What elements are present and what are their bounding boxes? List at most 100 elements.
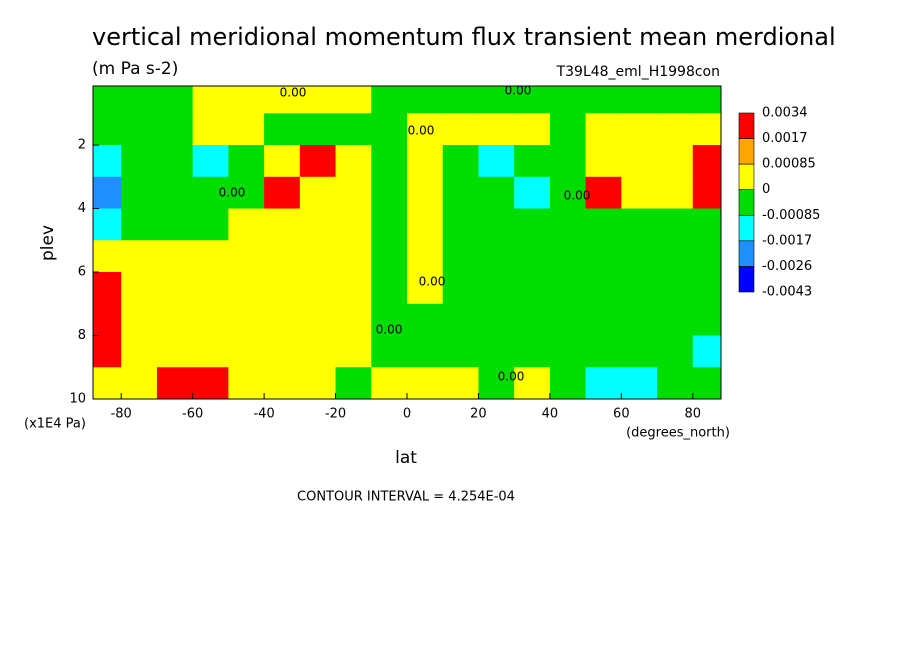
contour-cell — [156, 335, 194, 368]
contour-cell — [228, 86, 265, 114]
contour-cell — [371, 208, 408, 241]
contour-cell — [407, 86, 444, 114]
contour-cell — [407, 113, 444, 146]
contour-cell — [692, 176, 721, 210]
contour-cell — [585, 272, 622, 305]
contour-cell — [585, 113, 622, 146]
contour-cell — [442, 86, 479, 114]
contour-cell — [156, 113, 194, 146]
colorbar-box — [738, 138, 755, 165]
colorbar-label: 0 — [762, 182, 770, 197]
contour-label: 0.00 — [376, 323, 403, 337]
contour-cell — [549, 335, 587, 368]
contour-cell — [156, 145, 194, 178]
contour-cell — [156, 176, 194, 210]
contour-cell — [93, 335, 122, 368]
contour-label: 0.00 — [498, 370, 525, 384]
contour-cell — [657, 303, 694, 337]
contour-cell — [228, 303, 265, 337]
contour-cell — [657, 367, 694, 399]
contour-cell — [228, 367, 265, 399]
contour-cell — [228, 176, 265, 210]
contour-cell — [621, 145, 658, 178]
contour-cell — [692, 335, 721, 368]
contour-cell — [192, 240, 229, 273]
x-tick-label: 40 — [542, 407, 559, 422]
contour-cell — [442, 335, 479, 368]
contour-cell — [549, 86, 587, 114]
contour-cell — [192, 335, 229, 368]
contour-cell — [299, 303, 337, 337]
contour-cell — [371, 367, 408, 399]
contour-cell — [585, 145, 622, 178]
contour-cell — [335, 335, 372, 368]
contour-cell — [299, 208, 337, 241]
contour-cell — [692, 272, 721, 305]
contour-cell — [478, 272, 515, 305]
contour-cell — [371, 145, 408, 178]
contour-cell — [514, 86, 551, 114]
contour-cell — [228, 145, 265, 178]
contour-cell — [407, 176, 444, 210]
contour-cell — [121, 335, 158, 368]
contour-cell — [549, 272, 587, 305]
contour-cell — [371, 176, 408, 210]
contour-label: 0.00 — [280, 86, 307, 100]
contour-cell — [335, 272, 372, 305]
colorbar-box — [738, 240, 755, 267]
contour-cell — [442, 303, 479, 337]
contour-cell — [264, 367, 301, 399]
contour-cell — [335, 86, 372, 114]
contour-cell — [299, 272, 337, 305]
colorbar-label: 0.0017 — [762, 131, 808, 146]
contour-cell — [299, 145, 337, 178]
contour-cell — [192, 303, 229, 337]
contour-cell — [514, 303, 551, 337]
contour-cell — [121, 113, 158, 146]
contour-cell — [407, 272, 444, 305]
contour-cell — [192, 208, 229, 241]
contour-cell — [371, 86, 408, 114]
contour-cell — [657, 145, 694, 178]
contour-cell — [514, 145, 551, 178]
contour-cell — [621, 367, 658, 399]
x-unit: (degrees_north) — [626, 426, 730, 441]
contour-label: 0.00 — [408, 124, 435, 138]
y-unit: (x1E4 Pa) — [24, 417, 86, 432]
contour-cell — [121, 145, 158, 178]
contour-cell — [657, 240, 694, 273]
contour-cell — [407, 240, 444, 273]
contour-cell — [692, 303, 721, 337]
contour-cell — [371, 113, 408, 146]
contour-cell — [228, 208, 265, 241]
contour-cell — [549, 145, 587, 178]
contour-cell — [478, 86, 515, 114]
contour-cell — [442, 272, 479, 305]
contour-cell — [585, 176, 622, 210]
y-tick-label: 8 — [78, 328, 86, 343]
contour-cell — [407, 208, 444, 241]
contour-cell — [93, 240, 122, 273]
contour-cell — [657, 208, 694, 241]
contour-cell — [192, 86, 229, 114]
contour-cell — [299, 335, 337, 368]
x-tick-label: 20 — [470, 407, 487, 422]
contour-cell — [585, 303, 622, 337]
contour-cell — [585, 208, 622, 241]
contour-cell — [657, 113, 694, 146]
contour-cell — [442, 367, 479, 399]
contour-cell — [478, 176, 515, 210]
contour-cell — [514, 335, 551, 368]
contour-cell — [264, 272, 301, 305]
contour-cell — [621, 208, 658, 241]
contour-cell — [549, 176, 587, 210]
contour-cell — [93, 208, 122, 241]
contour-cell — [121, 240, 158, 273]
contour-cell — [93, 367, 122, 399]
y-axis-label: plev — [38, 225, 58, 261]
chart-title: vertical meridional momentum flux transi… — [92, 23, 836, 51]
colorbar-box — [738, 189, 755, 216]
contour-cell — [228, 335, 265, 368]
contour-cell — [514, 208, 551, 241]
